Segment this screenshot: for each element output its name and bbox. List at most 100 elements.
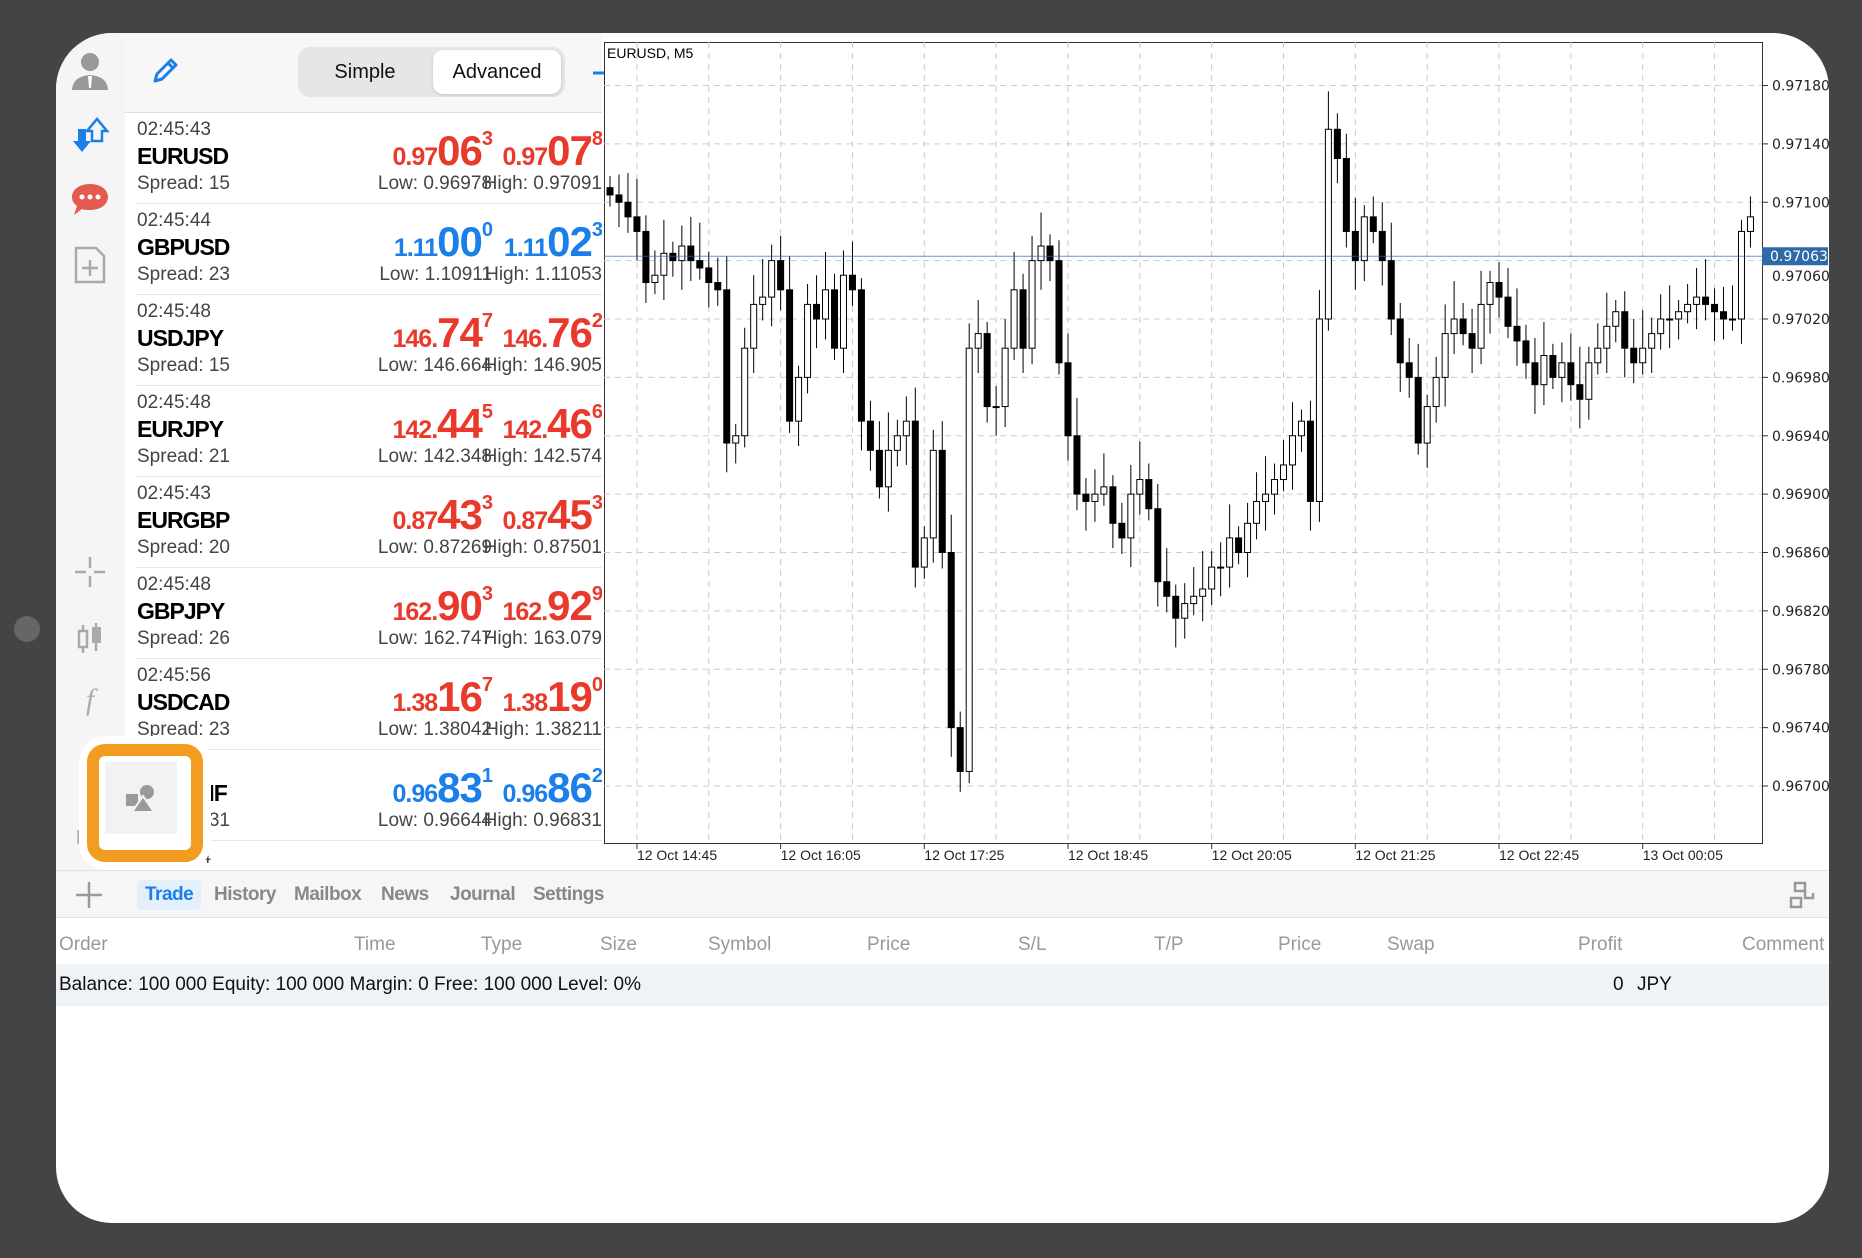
edit-pencil-icon[interactable] xyxy=(149,55,181,92)
y-tick-label: 0.96940 xyxy=(1772,429,1829,445)
mode-simple-button[interactable]: Simple xyxy=(334,61,396,83)
function-icon[interactable]: f xyxy=(85,683,95,716)
tab-mailbox[interactable]: Mailbox xyxy=(294,884,362,905)
column-header[interactable]: Size xyxy=(600,934,637,955)
column-header[interactable]: Symbol xyxy=(708,934,772,955)
ask-price[interactable]: 1.38190 xyxy=(502,673,602,721)
column-header[interactable]: Comment xyxy=(1742,934,1825,955)
quote-time: 02:45:48 xyxy=(137,392,211,413)
candle-body xyxy=(1495,282,1503,298)
candle-body xyxy=(606,187,614,196)
candle-body xyxy=(1046,245,1054,262)
plot-area xyxy=(604,42,1763,844)
quote-row[interactable]: 02:45:48 USDJPY Spread: 15 Low: 146.664 H… xyxy=(137,295,602,386)
x-tick-label: 12 Oct 17:25 xyxy=(924,847,1004,863)
user-account-icon[interactable] xyxy=(66,47,114,95)
candle-body xyxy=(1657,318,1665,335)
candle-body xyxy=(741,347,749,437)
candle-body xyxy=(723,289,731,444)
bid-price[interactable]: 0.97063 xyxy=(392,127,493,175)
ask-price[interactable]: 146.762 xyxy=(502,309,602,357)
add-order-icon[interactable] xyxy=(74,880,104,915)
candle-body xyxy=(1630,347,1638,364)
quote-low: Low: 0.87269 xyxy=(377,537,492,558)
tab-journal[interactable]: Journal xyxy=(450,884,516,905)
ask-price-prefix: 162. xyxy=(502,598,548,626)
candle-body xyxy=(1405,362,1413,378)
candle-body xyxy=(1271,479,1279,495)
candle-body xyxy=(669,252,677,262)
chat-icon[interactable] xyxy=(66,176,114,224)
candle-body xyxy=(1001,347,1009,408)
ask-price[interactable]: 142.466 xyxy=(502,400,602,448)
home-button[interactable] xyxy=(14,616,40,642)
tab-news[interactable]: News xyxy=(381,884,429,905)
mode-advanced-button[interactable]: Advanced xyxy=(433,50,561,94)
quote-row[interactable]: 02:45:56 USDCAD Spread: 23 Low: 1.38042 H… xyxy=(137,659,602,750)
tab-settings[interactable]: Settings xyxy=(533,884,604,905)
new-order-icon[interactable] xyxy=(66,241,114,289)
tab-history[interactable]: History xyxy=(214,884,276,905)
crosshair-icon[interactable] xyxy=(66,548,114,596)
bid-price[interactable]: 0.96831 xyxy=(392,764,493,812)
quote-row[interactable]: 02:45:44 GBPUSD Spread: 23 Low: 1.10911 H… xyxy=(137,204,602,295)
candle-body xyxy=(651,274,659,284)
bid-price-fraction: 7 xyxy=(481,310,493,332)
column-header[interactable]: Swap xyxy=(1387,934,1435,955)
quote-row[interactable]: 02:45:48 GBPJPY Spread: 26 Low: 162.747 H… xyxy=(137,568,602,659)
ask-price[interactable]: 0.96862 xyxy=(502,764,602,812)
ask-price-prefix: 146. xyxy=(502,325,548,353)
quote-time: 02:45:48 xyxy=(137,574,211,595)
objects-shapes-icon[interactable] xyxy=(105,762,177,834)
column-header[interactable]: Type xyxy=(481,934,523,955)
column-header[interactable]: Price xyxy=(1278,934,1322,955)
bid-price-prefix: 0.96 xyxy=(392,780,438,808)
tab-trade[interactable]: Trade xyxy=(137,880,202,910)
ask-price[interactable]: 1.11023 xyxy=(504,218,602,266)
ask-price[interactable]: 0.97078 xyxy=(502,127,602,175)
highlight-frame xyxy=(87,744,203,862)
trade-arrows-icon[interactable] xyxy=(66,111,114,159)
column-header[interactable]: S/L xyxy=(1018,934,1047,955)
candle-body xyxy=(750,303,758,349)
bid-price[interactable]: 162.903 xyxy=(392,582,493,630)
candle-body xyxy=(1477,303,1485,349)
quote-row[interactable]: 02:45:48 EURJPY Spread: 21 Low: 142.348 H… xyxy=(137,386,602,477)
bid-price[interactable]: 142.445 xyxy=(392,400,493,448)
y-tick-label: 0.96780 xyxy=(1772,662,1829,678)
candle-body xyxy=(848,274,856,291)
candle-body xyxy=(1675,311,1683,320)
candle-body xyxy=(1037,245,1045,262)
bid-price-pips: 74 xyxy=(437,309,483,356)
candle-body xyxy=(1387,260,1395,320)
quote-row[interactable]: 02:45:43 EURGBP Spread: 20 Low: 0.87269 H… xyxy=(137,477,602,568)
ask-price[interactable]: 0.87453 xyxy=(502,491,602,539)
price-chart[interactable]: 0.97180 0.97140 0.97100 0.97060 0.97020 0.969… xyxy=(604,42,1829,872)
y-tick-label: 0.97100 xyxy=(1772,195,1829,211)
quote-row[interactable]: 02:45:43 EURUSD Spread: 15 Low: 0.96978 H… xyxy=(137,113,602,204)
bid-price-pips: 90 xyxy=(437,582,483,629)
candle-body xyxy=(1288,435,1296,466)
column-header[interactable]: Price xyxy=(867,934,911,955)
layout-toggle-icon[interactable] xyxy=(1789,880,1817,915)
indicators-icon[interactable] xyxy=(66,614,114,662)
bid-price[interactable]: 146.747 xyxy=(392,309,493,357)
column-header[interactable]: T/P xyxy=(1154,934,1184,955)
column-header[interactable]: Time xyxy=(354,934,396,955)
column-header[interactable]: Order xyxy=(59,934,108,955)
balance-summary: Balance: 100 000 Equity: 100 000 Margin:… xyxy=(59,974,642,995)
quote-high: High: 0.97091 xyxy=(483,173,602,194)
quote-spread: Spread: 21 xyxy=(137,446,230,467)
ask-price-pips: 46 xyxy=(547,400,593,447)
quote-high: High: 1.11053 xyxy=(485,264,602,285)
ask-price[interactable]: 162.929 xyxy=(502,582,602,630)
candle-body xyxy=(1262,493,1270,502)
candle-body xyxy=(1522,340,1530,364)
candle-body xyxy=(1711,303,1719,313)
toolbox-tabs: Trade History Mailbox News Journal Settings xyxy=(56,870,1829,918)
bid-price[interactable]: 1.38167 xyxy=(392,673,493,721)
bid-price[interactable]: 0.87433 xyxy=(392,491,493,539)
candle-body xyxy=(1127,493,1135,539)
bid-price[interactable]: 1.11000 xyxy=(394,218,493,266)
column-header[interactable]: Profit xyxy=(1578,934,1623,955)
